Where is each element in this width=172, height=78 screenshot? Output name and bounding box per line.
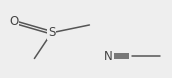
Text: N: N: [104, 50, 113, 63]
Text: O: O: [9, 15, 18, 28]
Text: S: S: [48, 26, 55, 39]
